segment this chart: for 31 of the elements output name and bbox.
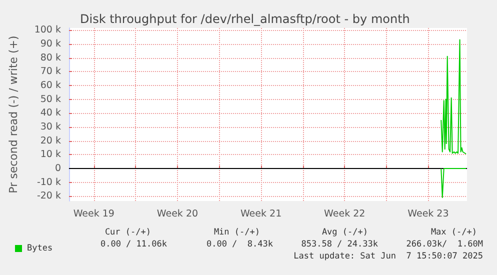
text: Min (-/+) bbox=[214, 228, 260, 238]
y-tick-label: 90 k bbox=[40, 38, 62, 50]
x-tick-label: Week 22 bbox=[324, 208, 366, 220]
text: 853.58 / 24.33k bbox=[301, 240, 378, 250]
text: Last update: Sat Jun 7 15:50:07 2025 bbox=[294, 252, 483, 262]
y-tick-label: 40 k bbox=[40, 108, 62, 119]
text: Avg (-/+) bbox=[322, 228, 368, 238]
text: Cur (-/+) bbox=[104, 228, 151, 238]
x-tick-label: Week 19 bbox=[73, 208, 114, 220]
y-tick-label: 60 k bbox=[40, 80, 62, 91]
x-tick-label: Week 20 bbox=[156, 208, 198, 220]
y-tick-label: 0 bbox=[54, 162, 61, 174]
y-tick-label: 20 k bbox=[40, 135, 62, 146]
line-series bbox=[440, 39, 467, 154]
text: 266.03k/ 1.60M bbox=[406, 240, 483, 250]
y-tick-label: 30 k bbox=[40, 121, 62, 132]
y-tick-label: 80 k bbox=[40, 52, 62, 64]
text: 0.00 / 8.43k bbox=[206, 240, 273, 250]
y-tick-label: 70 k bbox=[40, 66, 62, 78]
y-axis-title: Pr second read (-) / write (+) bbox=[7, 36, 20, 194]
y-tick-label: -10 k bbox=[36, 176, 62, 188]
legend-label: Bytes bbox=[27, 244, 53, 254]
y-tick-label: 50 k bbox=[40, 94, 62, 105]
y-tick-label: 100 k bbox=[34, 24, 62, 36]
text: Max (-/+) bbox=[430, 228, 477, 238]
text: 0.00 / 11.06k bbox=[100, 240, 167, 250]
y-tick-label: 10 k bbox=[40, 149, 62, 160]
y-tick-label: -20 k bbox=[36, 190, 62, 202]
x-tick-label: Week 21 bbox=[240, 208, 282, 220]
x-tick-label: Week 23 bbox=[408, 208, 449, 220]
chart-title: Disk throughput for /dev/rhel_almasftp/root - by month bbox=[80, 12, 410, 26]
